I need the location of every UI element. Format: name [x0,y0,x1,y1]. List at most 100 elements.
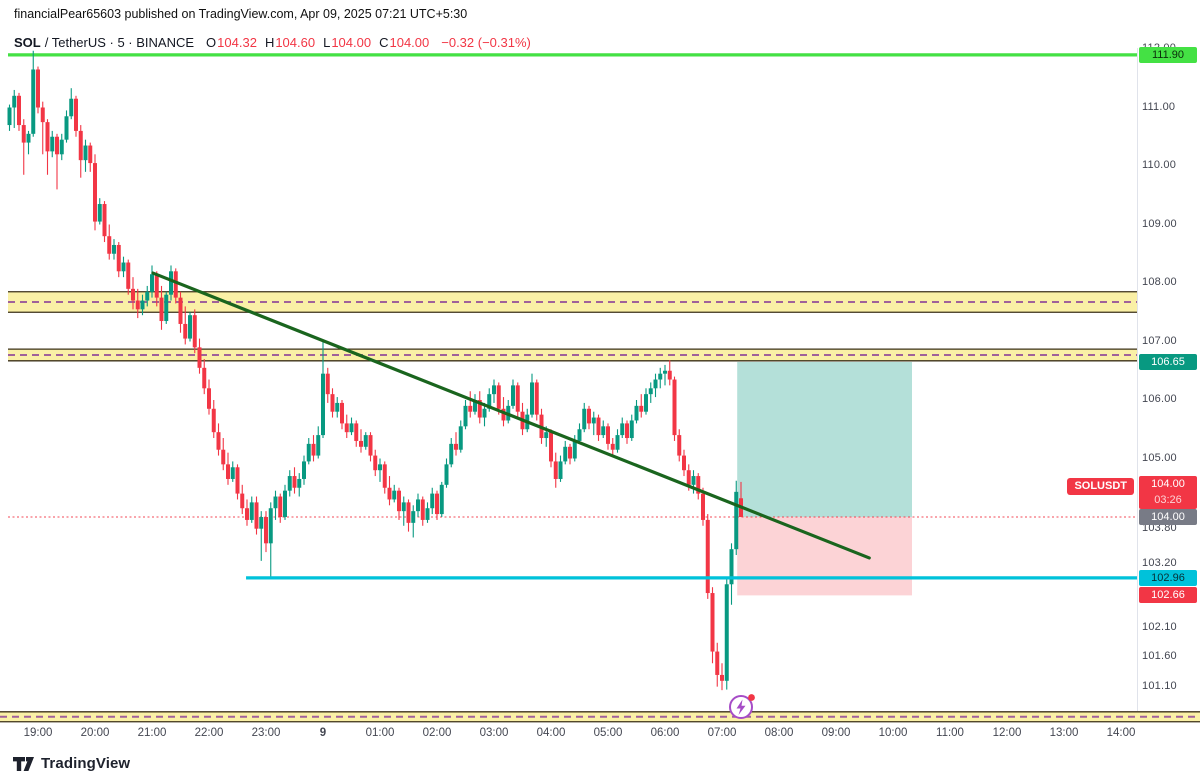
candle-body [701,493,705,520]
candle-body [487,394,492,409]
candle-body [126,262,131,289]
high-value: 104.60 [275,35,316,50]
time-tick-label: 03:00 [479,727,509,739]
candle-body [401,502,406,512]
candle-body [154,274,159,298]
candle-body [292,476,297,488]
candle-body [406,502,411,523]
time-tick-label: 20:00 [80,727,110,739]
price-tick-label: 105.00 [1142,451,1177,464]
time-tick-label: 22:00 [194,727,224,739]
candle-body [230,467,235,479]
candle-body [264,517,268,544]
candle-body [444,464,449,485]
price-tick-label: 109.00 [1142,217,1177,230]
descending-trendline[interactable] [151,271,871,560]
notification-dot [748,694,755,701]
candle-body [88,145,93,164]
candle-body [245,508,249,520]
candle-body [639,405,644,412]
candle-body [482,408,487,418]
candle-body [378,464,382,471]
candle-body [164,294,169,322]
price-tick-label: 107.00 [1142,334,1177,347]
candle-body [544,432,549,439]
candle-body [278,496,283,517]
open-label: O [206,35,217,50]
candle-body [259,517,264,529]
tradingview-logo-icon [13,756,34,771]
alert-line-price-label: 111.90 [1139,46,1197,63]
candle-body [449,443,454,465]
candle-body [634,405,639,421]
price-axis[interactable]: 104.00 03:26 104.00 112.00111.00110.0010… [1138,0,1200,745]
candle-body [382,464,387,488]
candle-body [416,499,420,512]
candle-body [216,432,221,450]
current-price-value: 104.00 [1151,478,1185,490]
candle-body [169,271,173,295]
candle-body [435,493,439,515]
candle-body [591,417,596,424]
symbol-price-tag[interactable]: SOLUSDT [1067,478,1134,495]
candle-body [17,95,21,126]
candle-body [677,435,682,456]
candle-body [587,408,591,424]
candle-body [672,379,677,436]
candle-body [454,443,458,450]
candle-body [492,385,496,395]
time-tick-label: 14:00 [1106,727,1136,739]
candle-body [64,116,69,140]
position-profit-box[interactable] [737,361,912,517]
candle-body [306,443,311,462]
candle-body [178,297,183,324]
candle-body [430,493,435,509]
time-tick-label: 06:00 [650,727,680,739]
candle-body [36,69,40,108]
candle-body [458,426,463,450]
symbol-title[interactable]: SOL [14,35,41,50]
time-tick-label: 13:00 [1049,727,1079,739]
time-axis[interactable]: 19:00 20:00 21:00 22:00 23:00 9 01:00 02:00 03:0… [0,724,1200,746]
candle-body [21,125,26,143]
time-tick-label: 10:00 [878,727,908,739]
time-tick-label: 12:00 [992,727,1022,739]
candle-body [93,163,97,222]
candle-body [150,274,154,292]
candle-body [663,370,667,374]
candle-body [116,244,121,272]
candle-body [12,95,17,108]
candle-body [411,511,416,523]
price-tick-label: 102.10 [1142,621,1177,634]
candle-body [439,484,444,515]
time-tick-label: 9 [319,727,327,739]
candle-body [7,107,12,126]
position-loss-box[interactable] [737,517,912,596]
candle-body [102,204,107,237]
candle-body [553,461,558,479]
candle-body [629,420,634,439]
candle-body [121,262,126,272]
candle-body [667,370,672,380]
candle-body [558,461,563,479]
candle-body [420,499,425,520]
candle-body [344,423,349,433]
symbol-subtitle[interactable]: / TetherUS · 5 · BINANCE [44,35,195,50]
close-label: C [379,35,389,50]
candle-body [192,315,197,348]
tradingview-logo[interactable]: TradingView [13,755,130,772]
candle-body [311,443,316,456]
candle-body [235,467,240,494]
candle-body [335,402,340,412]
time-tick-label: 02:00 [422,727,452,739]
candle-body [45,122,50,152]
candle-body [287,476,292,491]
candle-body [644,394,648,412]
low-value: 104.00 [331,35,372,50]
stop-price-label: 102.66 [1139,587,1197,604]
idea-flash-icon[interactable] [727,691,757,721]
time-tick-label: 21:00 [137,727,167,739]
candle-body [173,271,178,298]
